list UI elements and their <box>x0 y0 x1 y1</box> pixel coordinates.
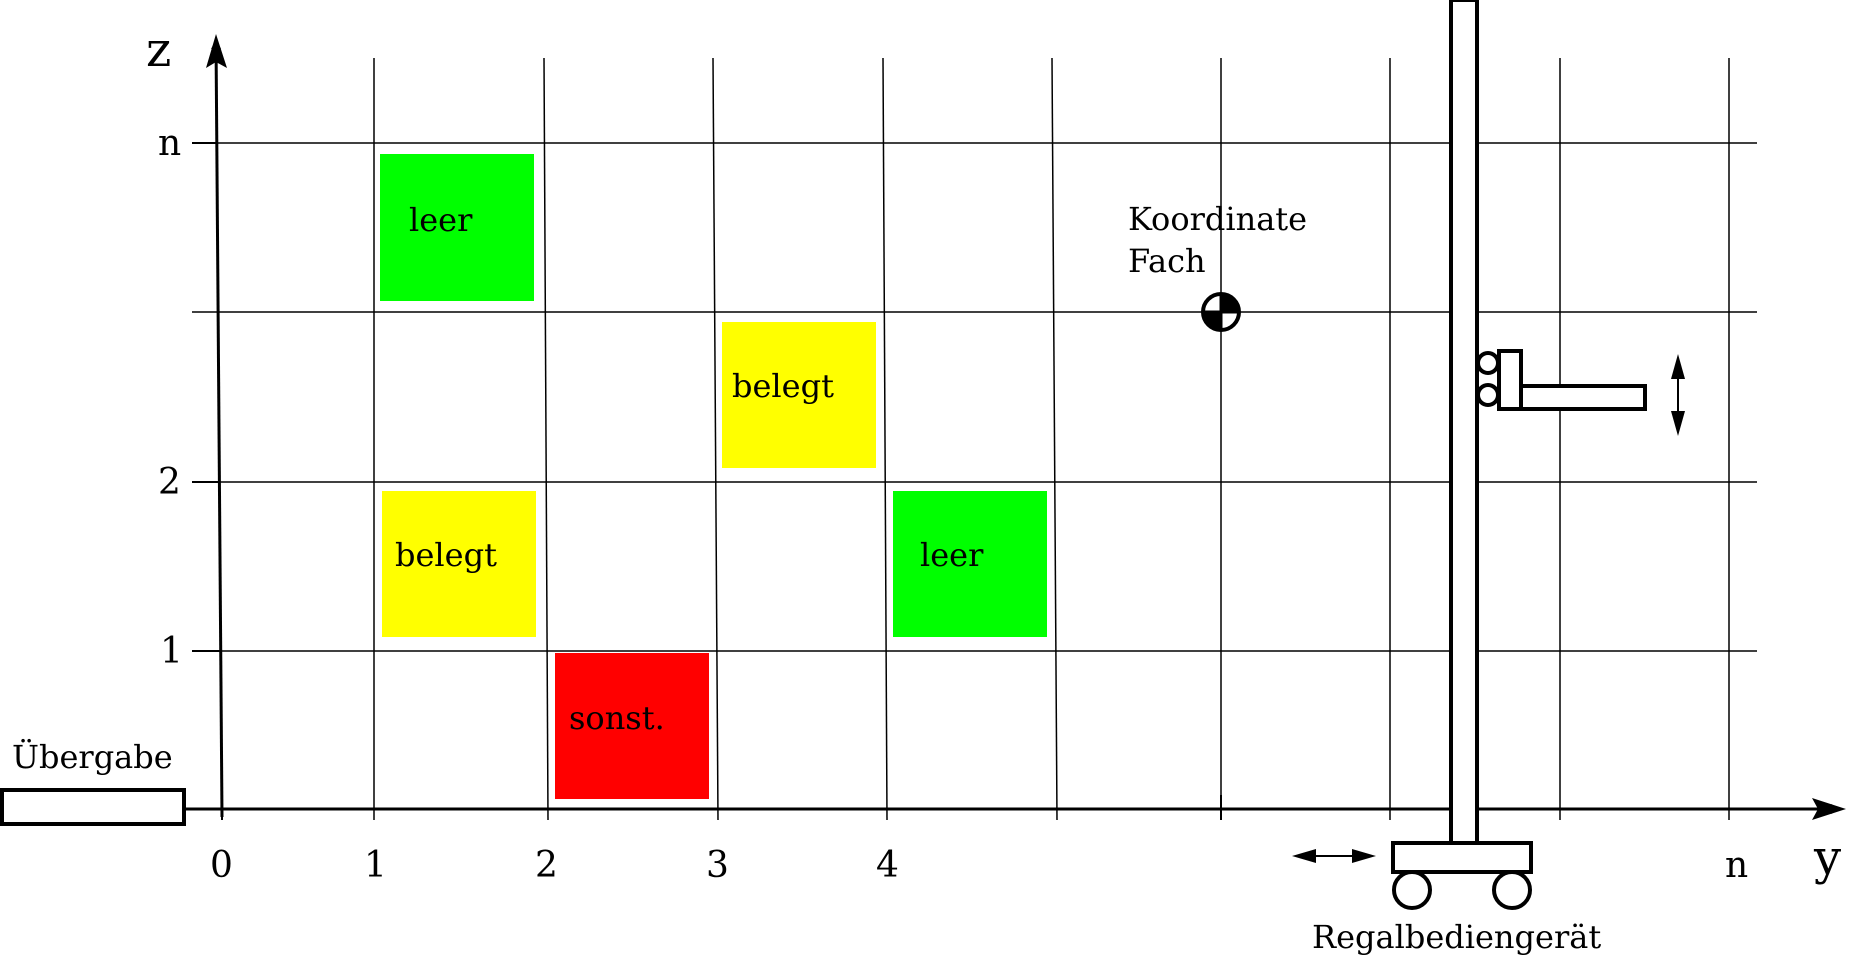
crane-roller-bottom <box>1476 383 1500 407</box>
y-axis-title: y <box>1813 830 1841 886</box>
crane-carriage <box>1497 349 1523 411</box>
crane-roller-top <box>1476 351 1500 375</box>
shelf-cell-belegt <box>722 322 876 468</box>
z-tick-label: 1 <box>160 631 183 672</box>
shelf-cell-leer <box>893 491 1047 637</box>
regalbediengeraet-label: Regalbediengerät <box>1312 918 1601 956</box>
crane-wheel-right <box>1492 870 1532 910</box>
y-axis-arrow-icon <box>1812 798 1846 820</box>
crane-wheel-left <box>1392 870 1432 910</box>
uebergabe-label: Übergabe <box>12 738 173 776</box>
stacker-crane-icon <box>1391 0 1647 910</box>
shelf-cell-belegt <box>382 491 536 637</box>
y-tick-label: 4 <box>876 845 899 886</box>
fach-label: Fach <box>1128 242 1206 280</box>
shelf-cells: leer belegt belegt leer sonst. <box>380 154 1047 799</box>
grid-line-col-4 <box>882 57 888 821</box>
coordinate-marker-icon <box>1201 292 1241 332</box>
grid-vertical-lines <box>373 57 1730 821</box>
y-tick-label: 2 <box>535 845 558 886</box>
grid-line-col-3 <box>712 57 719 821</box>
y-tick-label: n <box>1725 845 1748 886</box>
y-tick-label: 1 <box>364 845 387 886</box>
z-axis-ticks <box>192 142 221 652</box>
y-tick-label: 0 <box>210 845 233 886</box>
double-arrow-vertical-icon <box>1671 354 1685 436</box>
z-tick-label: n <box>158 123 181 164</box>
grid-horizontal-lines <box>192 142 1757 652</box>
z-axis-arrow-icon <box>206 34 227 68</box>
z-axis-line <box>211 39 224 818</box>
shelf-cell-label: belegt <box>732 367 834 405</box>
shelf-cell-label: leer <box>920 536 984 574</box>
y-axis-ticks <box>221 795 1222 820</box>
axes <box>185 39 1841 818</box>
grid-line-col-5 <box>1051 57 1058 821</box>
z-tick-label: 2 <box>158 462 181 503</box>
crane-fork <box>1519 384 1647 411</box>
grid-line-col-2 <box>543 57 549 821</box>
crane-base <box>1391 841 1533 874</box>
koordinate-label: Koordinate <box>1128 200 1307 238</box>
shelf-cell-leer <box>380 154 534 301</box>
uebergabe-station <box>0 788 186 826</box>
shelf-cell-sonst <box>555 653 709 799</box>
shelf-cell-label: leer <box>409 201 473 239</box>
double-arrow-horizontal-icon <box>1292 849 1376 863</box>
y-tick-label: 3 <box>706 845 729 886</box>
z-axis-title: z <box>146 22 171 78</box>
crane-mast <box>1449 0 1479 845</box>
shelf-cell-label: belegt <box>395 536 497 574</box>
shelf-cell-label: sonst. <box>569 699 665 737</box>
